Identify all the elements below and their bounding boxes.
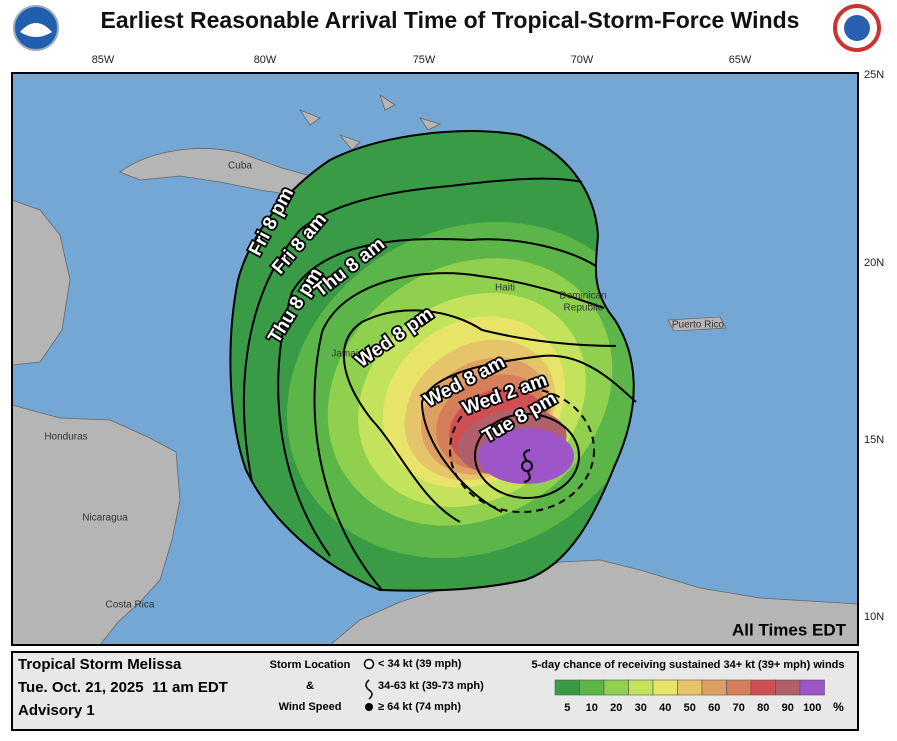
scale-title: 5-day chance of receiving sustained 34+ …	[532, 659, 845, 671]
scale-swatch	[701, 679, 727, 696]
place-name: Jamaica	[331, 349, 369, 360]
scale-swatch	[579, 679, 605, 696]
wind-title: Wind Speed	[279, 701, 342, 713]
scale-swatch	[799, 679, 825, 696]
land	[12, 404, 181, 645]
contour-line	[242, 177, 583, 483]
symbol-label: ≥ 64 kt (74 mph)	[378, 701, 461, 713]
latitude-label: 25N	[864, 69, 884, 81]
contour-line	[277, 238, 597, 557]
scale-unit: %	[833, 700, 844, 714]
issued-time: Tue. Oct. 21, 2025 11 am EDT	[18, 679, 228, 696]
swath-layer	[478, 428, 574, 484]
place-name: Puerto Rico	[672, 320, 725, 331]
time-note: All Times EDT	[732, 620, 847, 639]
note-box	[702, 618, 852, 642]
longitude-label: 80W	[254, 54, 277, 66]
title: Earliest Reasonable Arrival Time of Trop…	[101, 7, 800, 33]
place-name: Honduras	[44, 432, 87, 443]
land	[12, 199, 71, 366]
scale-label: 20	[610, 702, 622, 714]
symbol-label: < 34 kt (39 mph)	[378, 658, 462, 670]
scale-swatch	[554, 679, 580, 696]
place-name: Haiti	[495, 283, 515, 294]
contour-line	[449, 387, 595, 513]
storm-symbol	[521, 449, 533, 483]
scale-swatch	[603, 679, 629, 696]
place-name: Dominican	[559, 291, 606, 302]
scale-label: 10	[586, 702, 598, 714]
scale-swatch	[775, 679, 801, 696]
location-title: Storm Location	[270, 659, 351, 671]
symbol-weak	[363, 658, 375, 670]
contour-line	[474, 413, 580, 499]
scale-swatch	[726, 679, 752, 696]
place-name: Republic	[564, 303, 603, 314]
storm-name: Tropical Storm Melissa	[18, 656, 182, 673]
amp: &	[306, 680, 314, 692]
symbol-label: 34-63 kt (39-73 mph)	[378, 680, 484, 692]
scale-label: 50	[684, 702, 696, 714]
contour-line	[313, 272, 605, 591]
map-area: All Times EDT Cuba Haiti DominicanRepublic…	[12, 73, 858, 645]
land	[119, 148, 339, 203]
scale-swatch	[628, 679, 654, 696]
probability-swath	[230, 131, 634, 591]
map-frame	[11, 72, 859, 646]
place-name: Nicaragua	[82, 513, 128, 524]
symbol-ts	[365, 679, 373, 700]
place-name: Cuba	[228, 161, 252, 172]
scale-label: 90	[782, 702, 794, 714]
contour-line	[342, 309, 617, 523]
scale-label: 60	[708, 702, 720, 714]
land	[667, 316, 727, 332]
longitude-label: 75W	[413, 54, 436, 66]
latitude-label: 10N	[864, 611, 884, 623]
latitude-label: 15N	[864, 434, 884, 446]
islands	[298, 94, 442, 151]
scale-label: 100	[803, 702, 821, 714]
nws-logo-inner	[844, 15, 870, 41]
longitude-label: 65W	[729, 54, 752, 66]
longitude-label: 70W	[571, 54, 594, 66]
scale-label: 70	[733, 702, 745, 714]
scale-swatch	[750, 679, 776, 696]
scale-label: 30	[635, 702, 647, 714]
storm-arms	[523, 449, 531, 483]
noaa-logo-bird	[20, 23, 52, 37]
advisory: Advisory 1	[18, 702, 95, 719]
latitude-label: 20N	[864, 257, 884, 269]
scale-swatch	[677, 679, 703, 696]
scale-swatch	[652, 679, 678, 696]
scale-label: 80	[757, 702, 769, 714]
scale-label: 5	[564, 702, 570, 714]
place-name: Costa Rica	[106, 600, 155, 611]
scale-label: 40	[659, 702, 671, 714]
symbol-hurricane	[365, 703, 373, 711]
contour-line	[420, 354, 637, 513]
longitude-label: 85W	[92, 54, 115, 66]
